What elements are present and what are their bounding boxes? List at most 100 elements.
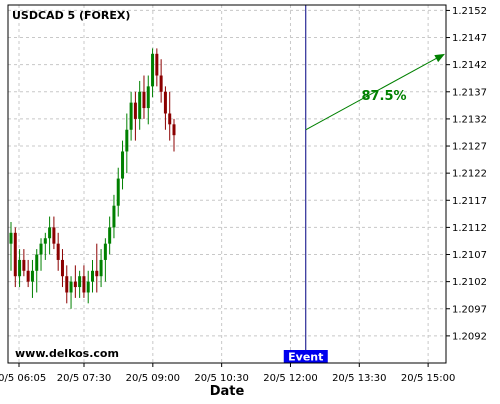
candle-down	[133, 91, 137, 141]
candle-up	[121, 140, 125, 190]
candle-down	[163, 86, 167, 130]
candle-body	[69, 281, 73, 293]
x-tick-label: 20/5 12:00	[263, 373, 317, 384]
candle-up	[103, 238, 107, 282]
candle-up	[35, 249, 39, 293]
candle-down	[13, 227, 17, 288]
candle-up	[91, 259, 94, 293]
y-tick-label: 1.2137	[452, 87, 487, 98]
candle-down	[155, 48, 159, 87]
candle-body	[39, 243, 43, 255]
candle-body	[108, 227, 112, 244]
x-tick-label: 20/5 06:05	[0, 373, 46, 384]
y-tick-label: 1.2097	[452, 304, 487, 315]
candle-up	[146, 75, 150, 125]
candle-body	[129, 102, 133, 130]
candle-up	[18, 249, 22, 288]
y-axis-ticks: 1.2092 1.2097 1.2102 1.2107 1.2112 1.2117 1.21…	[446, 6, 487, 342]
candle-up	[151, 48, 155, 98]
candle-body	[52, 227, 56, 244]
candle-up	[86, 270, 90, 304]
y-tick-label: 1.2102	[452, 277, 487, 288]
chart-title: USDCAD 5 (FOREX)	[12, 9, 130, 22]
candle-body	[151, 53, 155, 87]
forecast-arrow-line	[305, 55, 442, 131]
candle-body	[163, 91, 167, 114]
candle-body	[18, 259, 22, 277]
candle-body	[103, 243, 107, 260]
candle-down	[73, 265, 77, 298]
y-tick-label: 1.2142	[452, 60, 487, 71]
candle-down	[142, 75, 146, 119]
candle-body	[43, 238, 47, 244]
candle-body	[168, 113, 172, 125]
candle-body	[73, 281, 77, 288]
candle-down	[95, 243, 99, 293]
candle-down	[168, 91, 172, 141]
x-axis-label: Date	[210, 384, 245, 399]
candle-body	[146, 86, 150, 109]
x-tick-label: 20/5 09:00	[126, 373, 180, 384]
forecast-arrow-head	[434, 53, 445, 63]
candle-body	[65, 276, 69, 293]
candle-body	[142, 91, 146, 109]
x-tick-label: 20/5 15:00	[401, 373, 455, 384]
candle-body	[95, 270, 99, 277]
candle-body	[35, 254, 39, 271]
candle-body	[121, 151, 125, 179]
y-tick-label: 1.2152	[452, 6, 487, 17]
y-tick-label: 1.2107	[452, 250, 487, 261]
candle-up	[125, 113, 129, 174]
x-tick-label: 20/5 07:30	[57, 373, 111, 384]
candle-down	[82, 265, 86, 298]
event-label-box	[283, 350, 328, 363]
candle-up	[43, 232, 47, 260]
candle-up	[48, 216, 52, 255]
y-tick-label: 1.2092	[452, 331, 487, 342]
candle-up	[69, 276, 73, 309]
candle-up	[78, 270, 82, 298]
x-tick-label: 20/5 10:30	[194, 373, 248, 384]
candle-down	[159, 59, 163, 103]
candle-up	[9, 221, 13, 271]
candle-down	[52, 216, 56, 250]
candle-body	[48, 227, 52, 239]
y-tick-label: 1.2112	[452, 223, 487, 234]
forecast-label: 87.5%	[361, 89, 406, 104]
candle-body	[133, 102, 137, 119]
y-tick-label: 1.2132	[452, 114, 487, 125]
candles	[9, 48, 176, 309]
candle-body	[82, 276, 86, 293]
candle-up	[112, 194, 116, 239]
candle-body	[13, 232, 17, 277]
candle-up	[138, 80, 142, 130]
candle-down	[22, 249, 26, 277]
candle-body	[125, 129, 129, 152]
y-tick-label: 1.2122	[452, 169, 487, 180]
candle-body	[99, 259, 103, 277]
candle-down	[172, 118, 176, 152]
candle-body	[9, 232, 13, 244]
x-axis-ticks: 20/5 06:05 20/5 07:30 20/5 09:00 20/5 10:30…	[0, 363, 455, 384]
candle-body	[155, 53, 159, 76]
candle-body	[56, 243, 60, 260]
candle-up	[108, 216, 112, 255]
candle-body	[60, 259, 64, 277]
candle-body	[26, 270, 30, 282]
event-layer: Event	[283, 5, 328, 364]
candle-body	[116, 178, 120, 206]
x-tick-label: 20/5 13:30	[332, 373, 386, 384]
plot-frame	[7, 4, 447, 364]
candle-body	[112, 205, 116, 228]
candle-body	[30, 270, 34, 282]
candle-up	[39, 238, 43, 271]
candle-body	[22, 259, 26, 271]
candle-down	[56, 232, 60, 271]
candle-body	[172, 124, 176, 136]
y-tick-label: 1.2127	[452, 142, 487, 153]
candle-up	[30, 259, 34, 298]
candle-body	[159, 75, 163, 92]
candle-up	[116, 167, 120, 217]
